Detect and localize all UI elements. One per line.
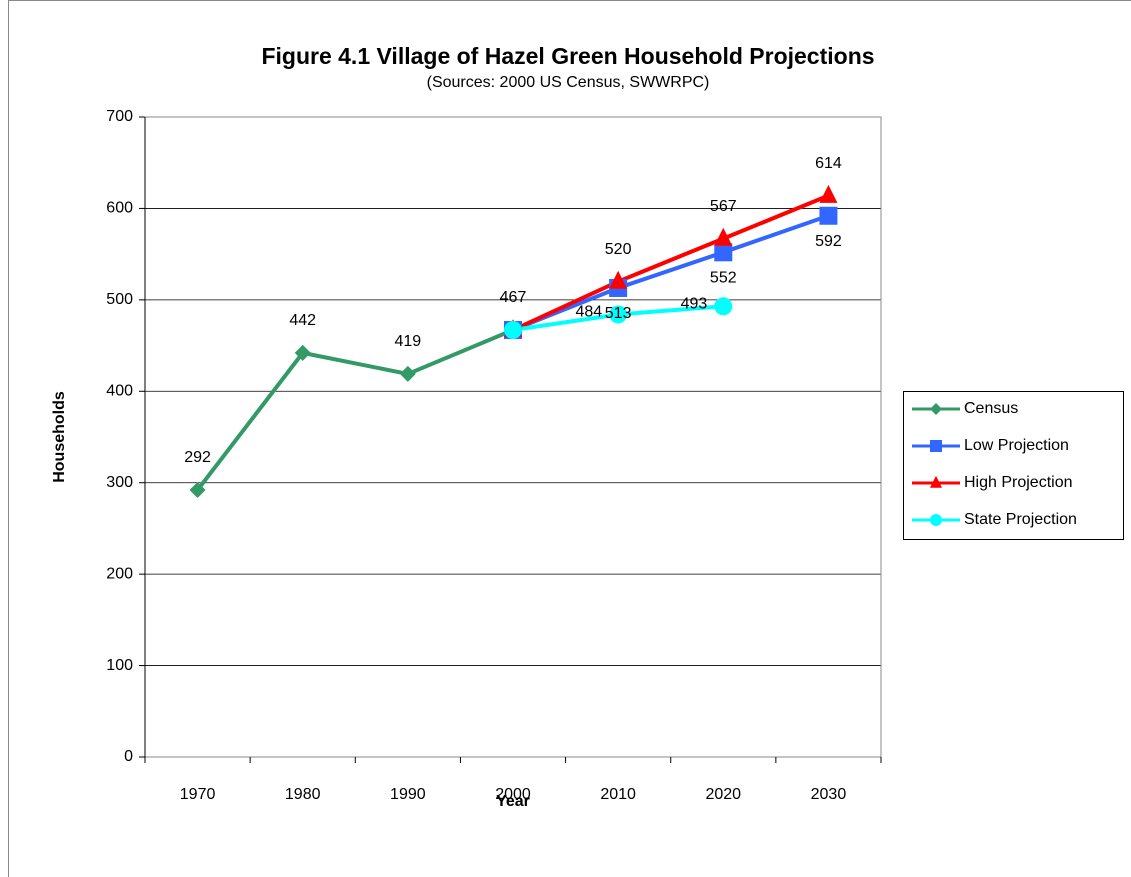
y-tick-label: 500 [106, 291, 133, 308]
marker [714, 297, 733, 316]
data-label: 567 [710, 198, 737, 215]
x-tick-label: 1980 [285, 786, 321, 803]
y-tick-label: 300 [106, 474, 133, 491]
marker [189, 482, 206, 499]
marker [399, 365, 416, 382]
marker [930, 403, 942, 415]
y-tick-label: 400 [106, 383, 133, 400]
marker [714, 243, 733, 262]
data-label: 467 [500, 289, 527, 306]
plot-border [144, 116, 882, 758]
data-label: 592 [815, 233, 842, 250]
legend-box [903, 391, 1124, 540]
series-line [195, 328, 514, 492]
marker [819, 206, 838, 225]
x-tick-label: 2030 [811, 786, 847, 803]
y-tick-label: 0 [124, 748, 133, 765]
marker [930, 440, 942, 452]
data-label: 419 [395, 333, 422, 350]
chart-subtitle: (Sources: 2000 US Census, SWWRPC) [427, 74, 710, 91]
x-tick-label: 1990 [390, 786, 426, 803]
legend-label: Low Projection [964, 437, 1069, 454]
x-tick-label: 2010 [600, 786, 636, 803]
marker [609, 305, 628, 324]
data-label: 292 [184, 449, 211, 466]
legend-label: State Projection [964, 511, 1077, 528]
marker [294, 344, 311, 361]
y-tick-label: 600 [106, 200, 133, 217]
y-tick-label: 100 [106, 657, 133, 674]
data-label: 520 [605, 241, 632, 258]
page-border [8, 0, 1131, 877]
data-label: 513 [605, 305, 632, 322]
marker [930, 475, 942, 488]
legend-label: Census [964, 400, 1018, 417]
x-tick-label: 1970 [180, 786, 216, 803]
series-line [512, 213, 830, 332]
data-label: 493 [681, 295, 708, 312]
marker [930, 514, 942, 526]
marker [504, 321, 522, 340]
series-line [512, 193, 830, 332]
y-tick-label: 700 [106, 108, 133, 125]
chart-title: Figure 4.1 Village of Hazel Green Househ… [261, 43, 874, 69]
x-axis-label: Year [496, 793, 530, 810]
marker [609, 270, 628, 289]
x-tick-label: 2020 [705, 786, 741, 803]
marker [819, 184, 838, 203]
data-label: 614 [815, 155, 842, 172]
data-label: 442 [289, 312, 316, 329]
x-tick-label: 2000 [495, 786, 531, 803]
data-label: 552 [710, 270, 737, 287]
y-tick-label: 200 [106, 565, 133, 582]
y-axis-label: Households [51, 391, 68, 483]
legend-label: High Projection [964, 474, 1073, 491]
marker [714, 227, 733, 246]
data-label: 484 [575, 304, 602, 321]
